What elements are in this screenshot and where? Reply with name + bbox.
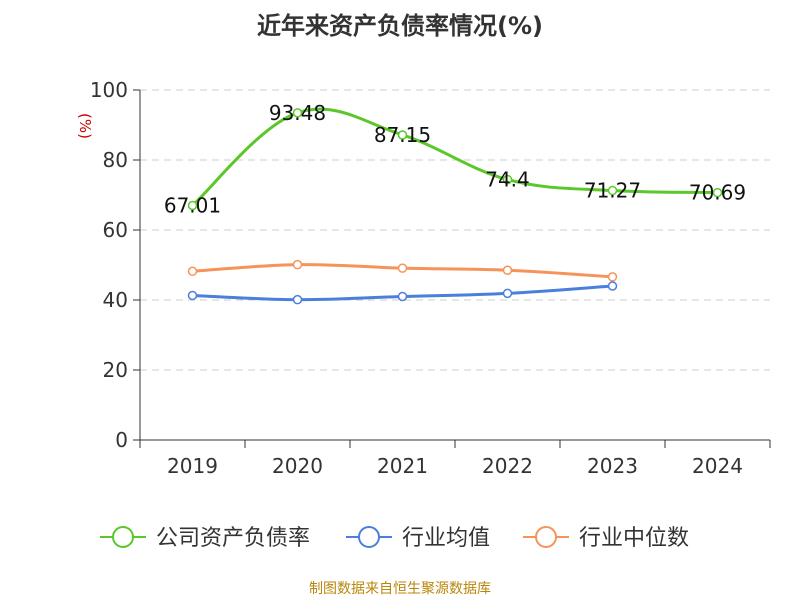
legend: 公司资产负债率 行业均值 行业中位数 [100, 526, 689, 551]
y-tick-label: 0 [115, 428, 128, 452]
data-point [607, 272, 618, 282]
y-tick-label: 100 [90, 78, 128, 102]
axes: 0 20 40 60 80 100 2019 2020 2021 2022 2023 2024 [90, 78, 771, 478]
data-point [187, 266, 198, 277]
data-source-note: 制图数据来自恒生聚源数据库 [309, 581, 491, 597]
data-point [187, 200, 198, 211]
data-point [607, 185, 618, 196]
y-tick-label: 60 [103, 218, 128, 242]
data-point [712, 187, 723, 198]
data-point [292, 259, 303, 270]
series-line [191, 107, 718, 207]
data-label: 74.4 [485, 168, 530, 192]
data-label: 70.69 [689, 181, 746, 205]
legend-marker [358, 526, 380, 548]
data-point [397, 130, 408, 140]
x-tick-label: 2024 [692, 454, 743, 478]
legend-label: 行业中位数 [579, 526, 689, 551]
y-tick-label: 40 [103, 288, 128, 312]
data-point [292, 294, 303, 305]
x-tick-label: 2022 [482, 454, 533, 478]
data-point [502, 174, 513, 185]
data-point [502, 288, 513, 299]
data-point [187, 290, 198, 301]
series-lines [187, 107, 723, 305]
data-point [502, 265, 513, 275]
grid-lines [140, 89, 770, 371]
legend-marker [535, 526, 557, 548]
y-axis-label: (%) [76, 113, 94, 139]
legend-marker [112, 526, 134, 548]
legend-label: 公司资产负债率 [156, 526, 310, 551]
chart-title: 近年来资产负债率情况(%) [257, 12, 543, 40]
data-point [397, 263, 408, 273]
data-label: 93.48 [269, 101, 326, 125]
y-tick-label: 80 [103, 148, 128, 172]
data-point [607, 281, 618, 291]
legend-label: 行业均值 [402, 526, 490, 551]
x-tick-label: 2020 [272, 454, 323, 478]
x-tick-label: 2021 [377, 454, 428, 478]
data-label: 67.01 [164, 193, 221, 217]
data-point [292, 108, 303, 118]
data-label: 87.15 [374, 123, 431, 147]
data-label: 71.27 [584, 179, 641, 203]
x-tick-label: 2023 [587, 454, 638, 478]
x-tick-label: 2019 [167, 454, 218, 478]
data-labels: 67.01 93.48 87.15 74.4 71.27 70.69 [164, 101, 746, 218]
data-point [397, 291, 408, 302]
y-tick-label: 20 [103, 358, 128, 382]
